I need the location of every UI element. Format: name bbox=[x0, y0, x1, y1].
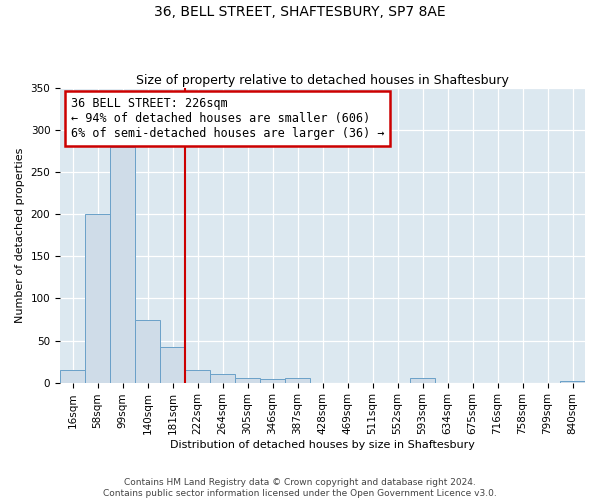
Bar bbox=[410, 378, 435, 382]
Bar bbox=[285, 378, 310, 382]
Bar bbox=[160, 348, 185, 382]
Bar bbox=[260, 379, 285, 382]
Bar bbox=[210, 374, 235, 382]
X-axis label: Distribution of detached houses by size in Shaftesbury: Distribution of detached houses by size … bbox=[170, 440, 475, 450]
Bar bbox=[560, 381, 585, 382]
Y-axis label: Number of detached properties: Number of detached properties bbox=[15, 148, 25, 323]
Title: Size of property relative to detached houses in Shaftesbury: Size of property relative to detached ho… bbox=[136, 74, 509, 87]
Bar bbox=[85, 214, 110, 382]
Text: 36 BELL STREET: 226sqm
← 94% of detached houses are smaller (606)
6% of semi-det: 36 BELL STREET: 226sqm ← 94% of detached… bbox=[71, 97, 384, 140]
Bar bbox=[235, 378, 260, 382]
Text: 36, BELL STREET, SHAFTESBURY, SP7 8AE: 36, BELL STREET, SHAFTESBURY, SP7 8AE bbox=[154, 5, 446, 19]
Bar bbox=[185, 370, 210, 382]
Bar bbox=[135, 320, 160, 382]
Bar bbox=[110, 147, 135, 382]
Bar bbox=[60, 370, 85, 382]
Text: Contains HM Land Registry data © Crown copyright and database right 2024.
Contai: Contains HM Land Registry data © Crown c… bbox=[103, 478, 497, 498]
